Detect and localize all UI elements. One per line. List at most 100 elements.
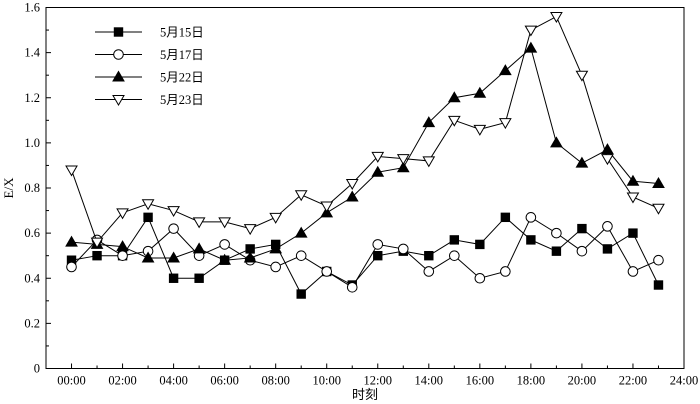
x-tick-label: 02:00 bbox=[108, 374, 136, 388]
plot-frame bbox=[45, 7, 685, 369]
data-point bbox=[551, 246, 562, 256]
data-point bbox=[551, 227, 562, 239]
x-tick-label: 12:00 bbox=[364, 374, 392, 388]
data-point bbox=[524, 41, 538, 53]
data-point bbox=[602, 221, 613, 232]
data-point bbox=[601, 154, 614, 166]
data-point bbox=[168, 223, 179, 234]
legend-label: 5月15日 bbox=[160, 26, 204, 40]
data-point bbox=[397, 243, 409, 255]
x-tick-label: 04:00 bbox=[159, 374, 187, 388]
y-tick-label: 0.6 bbox=[24, 226, 40, 240]
legend-marker bbox=[113, 27, 124, 37]
data-point bbox=[321, 266, 333, 277]
data-point bbox=[143, 212, 153, 223]
x-tick-label: 18:00 bbox=[517, 374, 545, 388]
y-tick-label: 0.4 bbox=[24, 271, 40, 285]
y-tick-label: 1.2 bbox=[24, 91, 40, 105]
y-tick-label: 1.4 bbox=[24, 46, 40, 60]
legend-marker bbox=[113, 49, 124, 60]
data-point bbox=[194, 273, 204, 283]
legend-item: 5月23日 bbox=[95, 93, 204, 107]
series-layer bbox=[65, 12, 665, 299]
data-point bbox=[373, 250, 383, 261]
data-point bbox=[219, 239, 230, 250]
data-point bbox=[449, 235, 460, 245]
data-point bbox=[345, 190, 359, 202]
data-point bbox=[243, 251, 257, 263]
data-point bbox=[575, 70, 589, 82]
series-1 bbox=[66, 212, 664, 299]
data-point bbox=[396, 161, 410, 173]
x-axis-title: 时刻 bbox=[352, 387, 378, 402]
data-point bbox=[653, 254, 664, 266]
data-point bbox=[66, 261, 77, 273]
data-point bbox=[167, 206, 180, 218]
x-tick-label: 14:00 bbox=[415, 374, 443, 388]
x-tick-label: 06:00 bbox=[210, 374, 238, 388]
legend-marker bbox=[112, 70, 125, 82]
legend-label: 5月23日 bbox=[160, 93, 204, 107]
data-point bbox=[65, 165, 78, 177]
y-tick-label: 0.8 bbox=[24, 181, 40, 195]
data-point bbox=[626, 192, 640, 204]
data-point bbox=[575, 156, 589, 168]
series-2 bbox=[66, 212, 664, 293]
data-point bbox=[192, 242, 206, 254]
x-tick-label: 20:00 bbox=[568, 374, 596, 388]
y-tick-label: 0 bbox=[34, 362, 40, 376]
data-point bbox=[526, 235, 536, 245]
data-point bbox=[294, 190, 308, 202]
data-point bbox=[626, 174, 640, 186]
data-point bbox=[652, 176, 665, 188]
data-point bbox=[346, 281, 358, 293]
data-point bbox=[294, 226, 308, 238]
series-line bbox=[71, 216, 659, 295]
data-point bbox=[653, 280, 664, 290]
data-point bbox=[65, 235, 78, 247]
data-point bbox=[116, 208, 129, 220]
data-point bbox=[525, 212, 537, 223]
x-tick-label: 10:00 bbox=[312, 374, 340, 388]
data-point bbox=[424, 250, 434, 261]
data-point bbox=[500, 212, 511, 223]
data-point bbox=[447, 91, 461, 103]
data-point bbox=[473, 124, 487, 136]
x-tick-label: 24:00 bbox=[670, 374, 698, 388]
data-point bbox=[396, 154, 410, 166]
x-tick-label: 08:00 bbox=[261, 374, 289, 388]
data-point bbox=[449, 250, 460, 261]
legend-item: 5月15日 bbox=[95, 26, 204, 40]
series-line bbox=[71, 216, 659, 288]
data-point bbox=[371, 165, 385, 177]
data-point bbox=[117, 250, 128, 261]
data-point bbox=[550, 12, 563, 24]
data-point bbox=[90, 237, 104, 249]
data-point bbox=[627, 266, 639, 277]
y-tick-label: 1.0 bbox=[24, 136, 40, 150]
data-point bbox=[577, 223, 587, 234]
series-4 bbox=[65, 12, 665, 249]
data-point bbox=[269, 242, 283, 254]
data-point bbox=[475, 239, 485, 250]
legend-item: 5月22日 bbox=[95, 71, 204, 85]
x-tick-label: 00:00 bbox=[57, 374, 85, 388]
y-axis: 0 0.2 0.4 0.6 0.8 1.0 1.2 1.4 1.6 bbox=[24, 1, 51, 376]
data-point bbox=[269, 212, 283, 224]
data-point bbox=[576, 245, 588, 257]
legend-label: 5月17日 bbox=[160, 48, 204, 62]
data-point bbox=[372, 239, 384, 250]
data-point bbox=[296, 289, 306, 299]
data-point bbox=[652, 203, 665, 215]
y-axis-title: E/X bbox=[1, 177, 16, 199]
legend-item: 5月17日 bbox=[95, 48, 204, 62]
data-point bbox=[192, 217, 206, 229]
data-point bbox=[295, 250, 307, 261]
data-point bbox=[423, 266, 435, 277]
data-point bbox=[422, 116, 436, 128]
data-point bbox=[447, 115, 461, 127]
data-point bbox=[92, 250, 102, 261]
data-point bbox=[371, 151, 385, 163]
data-point bbox=[218, 253, 232, 265]
